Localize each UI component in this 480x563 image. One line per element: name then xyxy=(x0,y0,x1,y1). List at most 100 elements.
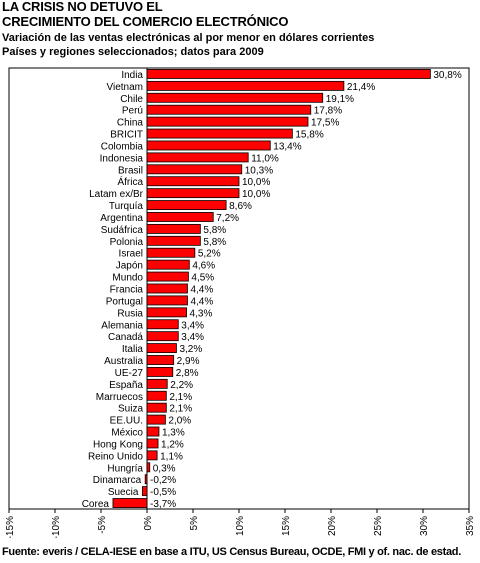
category-label: Turquía xyxy=(109,201,144,212)
bar xyxy=(146,235,201,246)
bar xyxy=(146,378,168,389)
data-label: 21,4% xyxy=(347,82,375,93)
bar xyxy=(146,164,243,175)
bar xyxy=(146,283,188,294)
data-label: 3,4% xyxy=(181,332,204,343)
data-label: 2,8% xyxy=(176,368,199,379)
category-label: Hungría xyxy=(107,463,143,474)
data-label: 2,1% xyxy=(169,404,192,415)
data-label: 2,2% xyxy=(170,380,193,391)
bar xyxy=(141,486,148,497)
data-label: 5,2% xyxy=(198,249,221,260)
data-label: 30,8% xyxy=(433,70,461,81)
x-tick-label: 5% xyxy=(189,516,200,531)
bar xyxy=(146,140,271,151)
category-label: BRICIT xyxy=(110,130,143,141)
bar xyxy=(146,450,158,461)
category-label: Vietnam xyxy=(106,82,143,93)
x-tick-label: 30% xyxy=(419,516,430,536)
x-tick-label: 25% xyxy=(373,516,384,536)
bar xyxy=(146,200,227,210)
category-label: Brasil xyxy=(118,165,143,176)
bar xyxy=(146,247,196,258)
category-label: Dinamarca xyxy=(93,475,142,486)
category-label: Rusia xyxy=(117,308,143,319)
category-label: Perú xyxy=(122,106,143,117)
category-label: Alemania xyxy=(101,320,143,331)
source-note: Fuente: everis / CELA-IESE en base a ITU… xyxy=(2,546,461,558)
bar xyxy=(146,152,249,163)
x-tick-label: 15% xyxy=(281,516,292,536)
bar xyxy=(146,414,166,425)
data-label: -0,5% xyxy=(150,487,176,498)
category-label: España xyxy=(109,380,143,391)
bar xyxy=(146,271,189,282)
data-label: 7,2% xyxy=(216,213,239,224)
chart-subtitle-line-1: Variación de las ventas electrónicas al … xyxy=(2,32,375,44)
chart-title-line-2: CRECIMIENTO DEL COMERCIO ELECTRÓNICO xyxy=(2,14,289,29)
category-label: Suiza xyxy=(118,404,143,415)
data-label: 11,0% xyxy=(251,153,279,164)
category-label: Mundo xyxy=(112,273,143,284)
bar xyxy=(146,212,214,222)
bar xyxy=(146,355,175,365)
bar xyxy=(146,307,187,318)
x-tick-label: 10% xyxy=(235,516,246,536)
category-label: Australia xyxy=(104,356,143,367)
data-label: 8,6% xyxy=(229,201,252,212)
bar xyxy=(146,92,324,103)
category-label: Argentina xyxy=(100,213,143,224)
bar xyxy=(146,176,240,187)
category-label: Israel xyxy=(119,249,143,260)
category-label: Indonesia xyxy=(100,153,144,164)
chart-subtitle-line-2: Países y regiones seleccionados; datos p… xyxy=(2,46,264,58)
category-label: Portugal xyxy=(106,296,143,307)
category-label: Reino Unido xyxy=(88,451,143,462)
data-label: 10,0% xyxy=(242,177,270,188)
category-label: Colombia xyxy=(101,141,144,152)
bar xyxy=(146,390,167,401)
bar xyxy=(146,438,159,449)
data-label: 17,5% xyxy=(311,118,339,129)
chart-title-line-1: LA CRISIS NO DETUVO EL xyxy=(2,0,163,14)
bar xyxy=(146,128,293,139)
data-label: 0,3% xyxy=(153,463,176,474)
data-label: 5,8% xyxy=(203,225,226,236)
data-label: 4,4% xyxy=(190,285,213,296)
category-label: Canadá xyxy=(108,332,143,343)
category-label: EE.UU. xyxy=(110,416,143,427)
category-label: Chile xyxy=(120,94,143,105)
bar xyxy=(146,462,151,473)
data-label: 2,9% xyxy=(177,356,200,367)
data-label: 4,5% xyxy=(191,273,214,284)
category-label: Polonia xyxy=(110,237,144,248)
bar xyxy=(146,402,167,413)
bar xyxy=(146,343,177,354)
data-label: -3,7% xyxy=(150,499,176,510)
category-label: Francia xyxy=(110,285,144,296)
data-label: 19,1% xyxy=(326,94,354,105)
x-tick-label: 0% xyxy=(143,516,154,531)
category-label: India xyxy=(121,70,143,81)
data-label: 13,4% xyxy=(273,141,301,152)
data-label: 17,8% xyxy=(314,106,342,117)
x-tick-label: -5% xyxy=(97,516,108,534)
bar xyxy=(146,295,188,306)
data-label: 3,2% xyxy=(179,344,202,355)
bar xyxy=(112,498,148,508)
category-label: Marruecos xyxy=(96,392,143,403)
bar xyxy=(146,116,309,127)
data-label: 15,8% xyxy=(295,130,323,141)
x-tick-label: 20% xyxy=(327,516,338,536)
data-label: 10,3% xyxy=(245,165,273,176)
bar xyxy=(146,367,174,377)
data-label: 4,3% xyxy=(190,308,213,319)
category-label: México xyxy=(111,428,143,439)
bar xyxy=(146,80,345,91)
data-label: 5,8% xyxy=(203,237,226,248)
x-tick-label: -15% xyxy=(5,516,16,538)
data-label: 1,1% xyxy=(160,451,183,462)
bar xyxy=(146,331,179,342)
bar xyxy=(146,259,190,270)
category-label: Suecia xyxy=(108,487,139,498)
